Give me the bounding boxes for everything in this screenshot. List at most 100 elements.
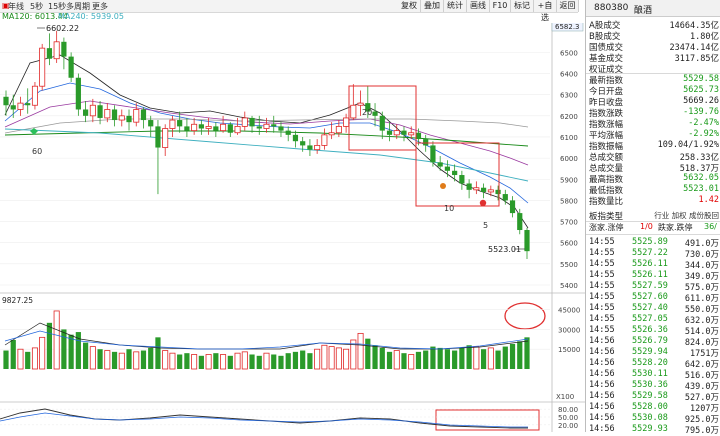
stat-value: 5632.05 bbox=[683, 173, 719, 183]
volume-highlight-circle bbox=[504, 302, 546, 330]
candle-body bbox=[321, 134, 328, 146]
ma120-label: MA120: 6013.44 bbox=[2, 12, 68, 21]
trade-volume: 439.0万 bbox=[684, 382, 719, 392]
period-year[interactable]: 年线 bbox=[8, 2, 24, 11]
stat-label: 总成交额 bbox=[589, 153, 624, 163]
volume-bar bbox=[393, 350, 400, 370]
volume-bar bbox=[126, 349, 132, 369]
trade-price: 5530.11 bbox=[632, 369, 668, 379]
period-15s[interactable]: 15秒 bbox=[48, 2, 67, 11]
volume-bar bbox=[205, 354, 212, 370]
candle-body bbox=[509, 200, 516, 214]
volume-bar bbox=[480, 349, 487, 369]
stat-value: -139.76 bbox=[683, 107, 719, 117]
trade-time: 14:55 bbox=[589, 248, 615, 258]
candle-body bbox=[61, 41, 67, 57]
trade-volume: 611.0万 bbox=[684, 294, 719, 304]
stat-label: 指数涨幅 bbox=[589, 120, 624, 130]
count-60: 60 bbox=[32, 147, 42, 156]
volume-bar bbox=[53, 310, 60, 370]
period-multi[interactable]: 多周期 bbox=[66, 2, 90, 11]
candle-body bbox=[148, 120, 154, 127]
add-watchlist-button[interactable]: +自选 bbox=[534, 0, 557, 22]
volume-bar bbox=[241, 351, 248, 370]
candle-body bbox=[271, 124, 277, 127]
period-icon: ▣ bbox=[2, 1, 10, 10]
period-more[interactable]: 更多 bbox=[92, 2, 108, 11]
volume-bar bbox=[10, 339, 16, 369]
trade-row: 14:56 5530.36 439.0万 bbox=[586, 380, 720, 392]
candle-body bbox=[307, 145, 313, 150]
volume-tick-label: 45000 bbox=[558, 307, 580, 315]
draw-line-button[interactable]: 画线 bbox=[467, 0, 490, 12]
oscillator-tick-label: 50.00 bbox=[558, 414, 578, 422]
back-button[interactable]: 返回 bbox=[557, 0, 579, 12]
candle-body bbox=[401, 130, 407, 135]
price-tick-label: 6200 bbox=[560, 113, 578, 121]
trade-time: 14:56 bbox=[589, 424, 615, 434]
trade-row: 14:55 5527.22 730.0万 bbox=[586, 248, 720, 260]
trade-price: 5528.00 bbox=[632, 402, 668, 412]
trade-price: 5527.05 bbox=[632, 314, 668, 324]
f10-button[interactable]: F10 bbox=[490, 0, 511, 12]
trade-time: 14:56 bbox=[589, 358, 615, 368]
restore-rights-button[interactable]: 复权 bbox=[398, 0, 421, 12]
volume-bar bbox=[473, 346, 480, 370]
candle-body bbox=[184, 126, 190, 131]
trade-row: 14:56 5530.08 925.0万 bbox=[586, 413, 720, 425]
trade-volume: 349.0万 bbox=[684, 272, 719, 282]
candles bbox=[3, 30, 530, 259]
candle-body bbox=[517, 213, 523, 231]
kline-chart[interactable]: 6602.22 60 20 10 5 5523.01 6582.3 6500 64… bbox=[0, 23, 585, 432]
volume-bar bbox=[307, 353, 313, 369]
volume-bar bbox=[300, 350, 306, 369]
stat-row: 权证成交 bbox=[586, 63, 720, 75]
trade-row: 14:55 5527.05 632.0万 bbox=[586, 314, 720, 326]
candle-body bbox=[379, 115, 385, 131]
trade-price: 5527.59 bbox=[632, 281, 668, 291]
candle-body bbox=[169, 119, 176, 129]
stat-value: 23474.14亿 bbox=[669, 43, 719, 53]
candle-body bbox=[415, 132, 422, 140]
volume-axis-ticks: 45000 30000 15000 bbox=[558, 307, 580, 355]
overlay-button[interactable]: 叠加 bbox=[421, 0, 444, 12]
statistics-button[interactable]: 统计 bbox=[444, 0, 467, 12]
trade-row: 14:56 5528.20 642.0万 bbox=[586, 358, 720, 370]
stat-value: 5669.26 bbox=[683, 96, 719, 106]
candle-body bbox=[495, 189, 501, 195]
stat-label: 最低指数 bbox=[589, 186, 624, 196]
candle-body bbox=[133, 109, 140, 123]
candle-body bbox=[140, 109, 147, 121]
volume-bar bbox=[357, 332, 364, 370]
volume-bar bbox=[365, 338, 371, 369]
candle-body bbox=[46, 48, 53, 59]
oscillator-tick-label: 20.00 bbox=[558, 422, 578, 430]
board-type-label: 板指类型 bbox=[589, 212, 624, 222]
stat-label: 最新指数 bbox=[589, 76, 624, 86]
board-type-row: 板指类型 行业 加权 成份股回 bbox=[586, 210, 720, 222]
stat-label: 平均涨幅 bbox=[589, 131, 624, 141]
stat-row: B股成交 1.80亿 bbox=[586, 30, 720, 42]
trade-price: 5525.89 bbox=[632, 237, 668, 247]
trade-price: 5529.94 bbox=[632, 347, 668, 357]
up-label: 涨家.涨停 bbox=[589, 223, 624, 232]
board-type-value[interactable]: 行业 加权 成份股回 bbox=[654, 211, 719, 220]
volume-bar bbox=[75, 332, 81, 369]
up-value: 1/0 bbox=[640, 222, 653, 231]
candle-body bbox=[234, 125, 241, 134]
trade-time: 14:56 bbox=[589, 347, 615, 357]
candle-body bbox=[68, 56, 74, 78]
volume-bar bbox=[459, 347, 465, 369]
period-5s[interactable]: 5秒 bbox=[30, 2, 44, 11]
volume-bar bbox=[292, 351, 299, 369]
trade-price: 5530.08 bbox=[632, 413, 668, 423]
volume-bar bbox=[61, 329, 67, 369]
candle-body bbox=[452, 170, 458, 176]
high-label: 6602.22 bbox=[46, 24, 79, 33]
price-tick-label: 5400 bbox=[560, 282, 578, 290]
price-grid bbox=[0, 52, 550, 286]
mark-button[interactable]: 标记 bbox=[511, 0, 534, 12]
trade-time: 14:56 bbox=[589, 336, 615, 346]
trade-price: 5529.58 bbox=[632, 391, 668, 401]
